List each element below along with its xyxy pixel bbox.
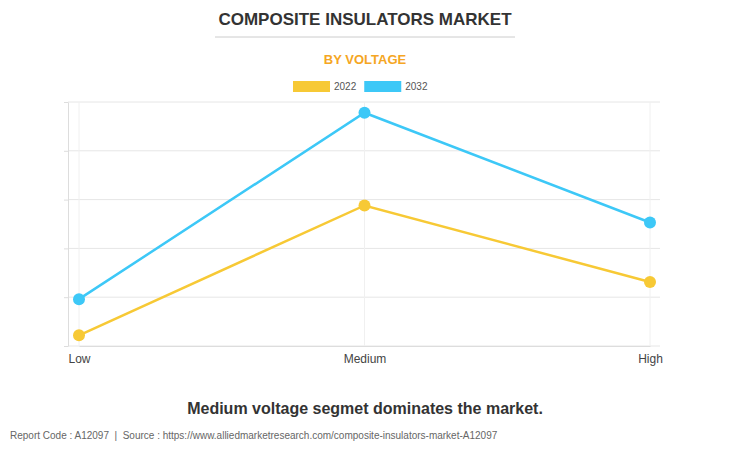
x-axis: Low Medium High bbox=[68, 346, 662, 366]
series-point bbox=[644, 276, 656, 288]
y-tick bbox=[64, 102, 68, 103]
grid-line-vertical bbox=[364, 102, 365, 346]
x-tick: High bbox=[638, 346, 663, 366]
y-tick-mark bbox=[64, 200, 68, 201]
legend-swatch bbox=[293, 81, 330, 92]
x-tick-label: High bbox=[638, 352, 663, 366]
legend: 2022 2032 bbox=[293, 81, 428, 92]
x-tick: Low bbox=[68, 346, 90, 366]
series-line bbox=[79, 113, 650, 299]
y-tick-mark bbox=[64, 151, 68, 152]
subtitle: BY VOLTAGE bbox=[324, 52, 407, 67]
y-axis-line bbox=[68, 103, 69, 347]
title: COMPOSITE INSULATORS MARKET bbox=[218, 10, 512, 29]
series-point bbox=[73, 293, 85, 305]
y-tick-mark bbox=[64, 102, 68, 103]
series-point bbox=[359, 107, 371, 119]
x-tick-label: Medium bbox=[344, 352, 387, 366]
x-tick: Medium bbox=[344, 346, 387, 366]
legend-label: 2022 bbox=[334, 81, 357, 92]
plot-area bbox=[73, 107, 656, 342]
y-tick-mark bbox=[64, 346, 68, 347]
chart: COMPOSITE INSULATORS MARKET BY VOLTAGE 202… bbox=[0, 0, 730, 453]
y-tick bbox=[64, 200, 68, 201]
series-point bbox=[359, 199, 371, 211]
y-tick bbox=[64, 151, 68, 152]
legend-swatch bbox=[364, 81, 401, 92]
title-underline bbox=[215, 37, 515, 38]
y-tick bbox=[64, 346, 68, 347]
series-point bbox=[73, 329, 85, 341]
series-point bbox=[644, 217, 656, 229]
y-tick-mark bbox=[64, 297, 68, 298]
source: Report Code : A12097 | Source : https://… bbox=[10, 430, 498, 441]
series-line bbox=[79, 205, 650, 335]
grid bbox=[68, 102, 660, 346]
caption: Medium voltage segmet dominates the mark… bbox=[187, 400, 543, 417]
y-axis bbox=[64, 103, 69, 347]
grid-line-vertical bbox=[79, 102, 80, 346]
y-tick bbox=[64, 297, 68, 298]
x-tick-label: Low bbox=[68, 352, 90, 366]
y-tick bbox=[64, 248, 68, 249]
y-tick-mark bbox=[64, 248, 68, 249]
legend-label: 2032 bbox=[405, 81, 428, 92]
x-axis-line bbox=[80, 346, 651, 347]
